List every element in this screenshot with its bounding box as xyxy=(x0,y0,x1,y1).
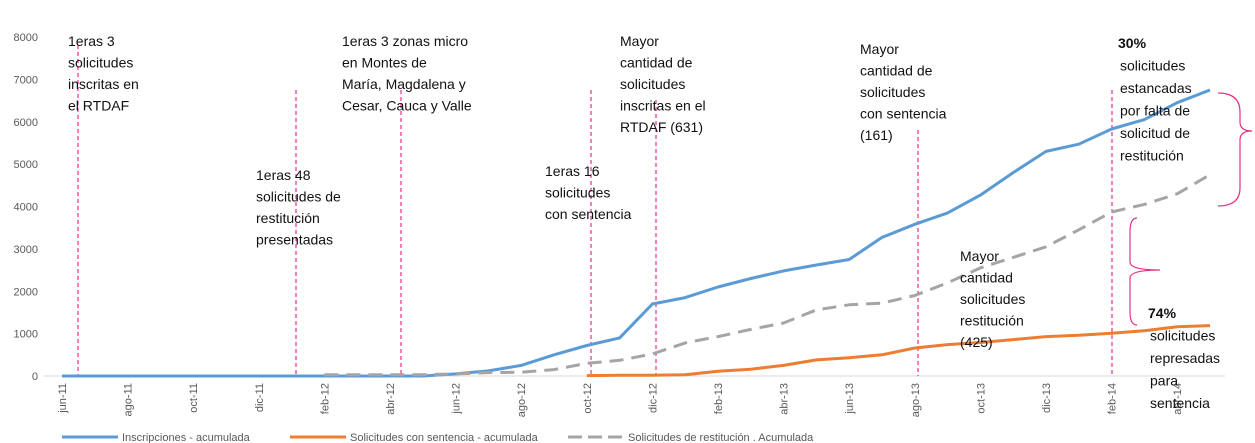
annotation-text: solicitud de xyxy=(1120,125,1190,141)
x-tick-label: dic-12 xyxy=(647,383,659,413)
y-tick-label: 0 xyxy=(32,371,38,383)
x-tick-label: abr-14 xyxy=(1172,383,1184,415)
y-tick-label: 1000 xyxy=(14,329,38,341)
x-tick-label: dic-11 xyxy=(254,383,266,412)
annotation-text: estancadas xyxy=(1120,80,1192,96)
annotation-text: (161) xyxy=(860,127,893,143)
x-tick-label: abr-12 xyxy=(385,383,397,415)
legend-label: Solicitudes de restitución . Acumulada xyxy=(628,432,814,443)
annotation-text: por falta de xyxy=(1120,103,1190,119)
annotation-text: 1eras 48 xyxy=(256,167,311,183)
annotation-text: restitución xyxy=(256,210,320,226)
x-tick-label: ago-11 xyxy=(123,383,135,416)
annotation-text: solicitudes xyxy=(960,291,1025,307)
annotation-text: solicitudes xyxy=(1150,328,1215,344)
annotation-text: cantidad de xyxy=(860,63,933,79)
annotation-text: Cesar, Cauca y Valle xyxy=(342,98,472,114)
legend-label: Inscripciones - acumulada xyxy=(122,432,251,443)
y-tick-label: 7000 xyxy=(14,74,38,86)
annotation-text: solicitudes xyxy=(1120,58,1185,74)
x-tick-label: jun-12 xyxy=(451,383,463,415)
annotation-heading: 74% xyxy=(1148,305,1177,321)
annotation-text: cantidad de xyxy=(620,55,693,71)
series-line xyxy=(586,324,1211,378)
annotation-text: con sentencia xyxy=(545,206,632,222)
annotation-text: solicitudes de xyxy=(256,189,341,205)
annotation-text: para xyxy=(1150,373,1178,389)
y-tick-label: 6000 xyxy=(14,117,38,129)
x-tick-label: feb-12 xyxy=(319,383,331,414)
brace xyxy=(1129,217,1161,326)
x-tick-label: dic-13 xyxy=(1041,383,1053,413)
x-tick-label: ago-13 xyxy=(910,383,922,417)
x-tick-label: oct-13 xyxy=(975,383,987,414)
y-tick-label: 5000 xyxy=(14,159,38,171)
brace xyxy=(1217,92,1253,207)
x-tick-label: jun-13 xyxy=(844,383,856,415)
annotation-text: María, Magdalena y xyxy=(342,76,466,92)
y-tick-label: 8000 xyxy=(14,32,38,44)
annotation-text: Mayor xyxy=(960,248,999,264)
annotation-text: presentadas xyxy=(256,232,333,248)
x-tick-label: feb-14 xyxy=(1107,383,1119,414)
x-tick-label: oct-12 xyxy=(582,383,594,414)
annotation-heading: 30% xyxy=(1118,35,1147,51)
x-tick-label: abr-13 xyxy=(779,383,791,415)
y-tick-label: 4000 xyxy=(14,202,38,214)
annotation-text: 1eras 3 xyxy=(68,33,115,49)
annotation-text: RTDAF (631) xyxy=(620,119,703,135)
annotation-text: Mayor xyxy=(620,33,659,49)
annotation-text: con sentencia xyxy=(860,106,947,122)
annotation-text: solicitudes xyxy=(860,84,925,100)
annotation-text: solicitudes xyxy=(545,185,610,201)
x-tick-label: oct-11 xyxy=(188,383,200,413)
annotation-text: 1eras 16 xyxy=(545,163,600,179)
annotation-text: represadas xyxy=(1150,350,1220,366)
annotation-text: cantidad xyxy=(960,270,1013,286)
annotation-text: 1eras 3 zonas micro xyxy=(342,33,468,49)
annotation-text: solicitudes xyxy=(68,55,133,71)
annotation-text: Mayor xyxy=(860,41,899,57)
x-tick-label: jun-11 xyxy=(57,383,69,414)
x-tick-label: ago-12 xyxy=(516,383,528,417)
annotation-text: en Montes de xyxy=(342,55,427,71)
annotation-text: sentencia xyxy=(1150,395,1210,411)
annotation-text: inscritas en xyxy=(68,76,139,92)
y-tick-label: 2000 xyxy=(14,286,38,298)
annotation-text: solicitudes xyxy=(620,76,685,92)
legend-label: Solicitudes con sentencia - acumulada xyxy=(350,432,539,443)
series-line xyxy=(324,173,1211,377)
x-tick-label: feb-13 xyxy=(713,383,725,414)
annotation-text: el RTDAF xyxy=(68,98,129,114)
annotation-text: restitución xyxy=(960,313,1024,329)
annotation-text: restitución xyxy=(1120,148,1184,164)
annotation-text: inscritas en el xyxy=(620,98,706,114)
series-line xyxy=(62,88,1211,378)
y-tick-label: 3000 xyxy=(14,244,38,256)
annotation-text: (425) xyxy=(960,334,993,350)
